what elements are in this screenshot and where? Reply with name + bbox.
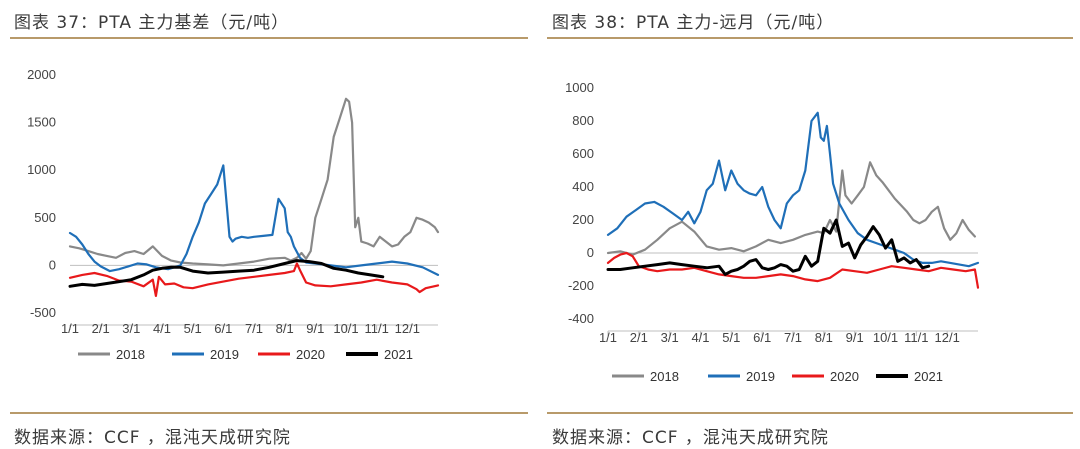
x-tick-label-5: 6/1 xyxy=(214,321,232,336)
x-tick-label-4: 5/1 xyxy=(722,330,740,345)
x-tick-label-2: 3/1 xyxy=(122,321,140,336)
left-chart: -500 0 500 1000 1500 2000 1/1 2/1 3/1 4/1 5/1 6/1 7/… xyxy=(27,67,440,362)
y-tick-label-1: 0 xyxy=(49,257,56,272)
y-tick-label-5: 600 xyxy=(572,146,594,161)
x-tick-label-10: 11/1 xyxy=(904,330,928,345)
legend-label-2019: 2019 xyxy=(210,347,239,362)
x-tick-label-9: 10/1 xyxy=(333,321,358,336)
x-tick-label-11: 12/1 xyxy=(395,321,420,336)
x-tick-label-11: 12/1 xyxy=(935,330,960,345)
y-tick-label-4: 1500 xyxy=(27,115,56,130)
series-line-2020 xyxy=(606,251,980,289)
x-tick-label-3: 4/1 xyxy=(691,330,709,345)
legend-label-2021: 2021 xyxy=(384,347,413,362)
x-tick-label-0: 1/1 xyxy=(599,330,617,345)
left-title-rule xyxy=(10,37,528,39)
x-tick-label-4: 5/1 xyxy=(184,321,202,336)
x-tick-label-6: 7/1 xyxy=(784,330,802,345)
right-source-rule xyxy=(547,412,1073,414)
y-tick-label-3: 200 xyxy=(572,212,594,227)
left-source-rule xyxy=(10,412,528,414)
y-tick-label-5: 2000 xyxy=(27,67,56,82)
x-tick-label-2: 3/1 xyxy=(661,330,679,345)
left-chart-title: 图表 37：PTA 主力基差（元/吨） xyxy=(14,13,290,33)
x-tick-label-3: 4/1 xyxy=(153,321,171,336)
y-tick-label-7: 1000 xyxy=(565,80,594,95)
series-line-2019 xyxy=(68,164,440,276)
x-tick-label-0: 1/1 xyxy=(61,321,79,336)
series-line-2018 xyxy=(68,97,440,267)
left-source: 数据来源：CCF ，混沌天成研究院 xyxy=(14,428,291,448)
y-tick-label-4: 400 xyxy=(572,179,594,194)
legend-label-2018: 2018 xyxy=(116,347,145,362)
series-line-2021 xyxy=(68,259,385,288)
x-tick-label-1: 2/1 xyxy=(630,330,648,345)
right-chart: -400 -200 0 200 400 600 800 1000 1/1 2/1 3/1 4/1 5/1… xyxy=(565,80,980,384)
series-line-2020 xyxy=(68,262,440,297)
series-line-2021 xyxy=(606,218,931,276)
y-tick-label-1: -200 xyxy=(568,278,594,293)
legend-label-2019: 2019 xyxy=(746,369,775,384)
y-tick-label-0: -400 xyxy=(568,311,594,326)
x-tick-label-9: 10/1 xyxy=(873,330,898,345)
legend-label-2020: 2020 xyxy=(296,347,325,362)
legend-label-2021: 2021 xyxy=(914,369,943,384)
x-tick-label-6: 7/1 xyxy=(245,321,263,336)
series-line-2019 xyxy=(606,111,980,268)
y-tick-label-0: -500 xyxy=(30,305,56,320)
legend-label-2018: 2018 xyxy=(650,369,679,384)
right-title-rule xyxy=(547,37,1073,39)
x-tick-label-1: 2/1 xyxy=(92,321,110,336)
x-tick-label-7: 8/1 xyxy=(815,330,833,345)
x-tick-label-10: 11/1 xyxy=(364,321,388,336)
x-tick-label-5: 6/1 xyxy=(753,330,771,345)
x-tick-label-8: 9/1 xyxy=(306,321,324,336)
y-tick-label-3: 1000 xyxy=(27,162,56,177)
y-tick-label-6: 800 xyxy=(572,113,594,128)
right-chart-title: 图表 38：PTA 主力-远月（元/吨） xyxy=(552,13,835,33)
right-source: 数据来源：CCF ，混沌天成研究院 xyxy=(552,428,829,448)
series-line-2018 xyxy=(606,161,976,256)
x-tick-label-8: 9/1 xyxy=(846,330,864,345)
x-tick-label-7: 8/1 xyxy=(276,321,294,336)
y-tick-label-2: 500 xyxy=(34,210,56,225)
y-tick-label-2: 0 xyxy=(587,245,594,260)
legend-label-2020: 2020 xyxy=(830,369,859,384)
